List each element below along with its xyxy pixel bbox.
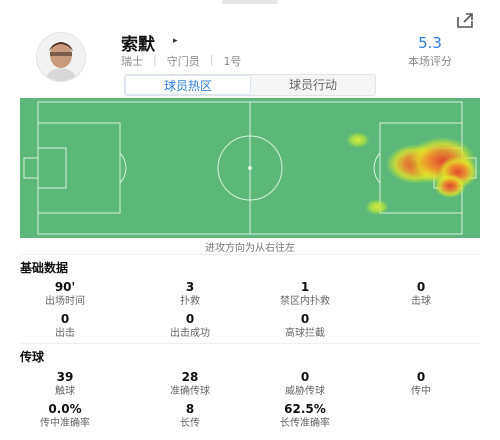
stat-value: 0 [416, 280, 426, 294]
stat-label: 传中准确率 [40, 418, 90, 429]
stat-label: 高球拦截 [285, 328, 325, 339]
stat-crosses: 0 传中 [366, 370, 476, 399]
stat-key-passes: 0 威胁传球 [250, 370, 360, 399]
stat-value: 62.5% [284, 402, 326, 416]
heat-spots [346, 132, 478, 215]
stat-value: 28 [181, 370, 199, 384]
player-number: 1号 [223, 55, 242, 68]
stat-value: 0 [185, 312, 195, 326]
heatmap-pitch [20, 98, 480, 238]
stat-value: 39 [56, 370, 74, 384]
stat-minutes: 90' 出场时间 [10, 280, 120, 309]
match-rating-label: 本场评分 [408, 55, 452, 68]
match-rating: 5.3 [418, 34, 442, 52]
stat-value: 0 [300, 370, 310, 384]
stat-saves: 3 扑救 [135, 280, 245, 309]
player-country: 瑞士 [121, 55, 143, 68]
share-icon[interactable] [454, 9, 476, 31]
tab-bar: 球员热区 球员行动 [124, 74, 376, 96]
player-position: 守门员 [166, 55, 200, 68]
stat-long-ball-accuracy: 62.5% 长传准确率 [250, 402, 360, 431]
stat-high-claims: 0 高球拦截 [250, 312, 360, 341]
divider: | [153, 53, 157, 66]
stat-label: 触球 [55, 386, 75, 397]
stat-value: 0 [416, 370, 426, 384]
player-name: 索默 [121, 35, 155, 55]
player-meta: 瑞士 | 守门员 | 1号 [121, 53, 241, 69]
tab-heatmap[interactable]: 球员热区 [125, 75, 251, 95]
stat-sweeper-actions: 0 出击 [10, 312, 120, 341]
stat-value: 90' [54, 280, 76, 294]
stat-long-balls: 8 长传 [135, 402, 245, 431]
stat-value: 0 [300, 312, 310, 326]
stat-punches: 0 击球 [366, 280, 476, 309]
stat-value: 0.0% [48, 402, 82, 416]
stat-label: 出场时间 [45, 296, 85, 307]
stat-saves-in-box: 1 禁区内扑救 [250, 280, 360, 309]
stat-value: 1 [300, 280, 310, 294]
passing-stats-title: 传球 [20, 350, 45, 364]
avatar [36, 32, 86, 82]
stat-label: 出击成功 [170, 328, 210, 339]
stat-cross-accuracy: 0.0% 传中准确率 [10, 402, 120, 431]
triangle-right-icon[interactable]: ▸ [173, 36, 178, 46]
stat-accurate-passes: 28 准确传球 [135, 370, 245, 399]
stat-label: 扑救 [180, 296, 200, 307]
stat-value: 8 [185, 402, 195, 416]
stat-value: 0 [60, 312, 70, 326]
stat-label: 出击 [55, 328, 75, 339]
stat-label: 准确传球 [170, 386, 210, 397]
stat-label: 长传准确率 [280, 418, 330, 429]
stat-label: 传中 [411, 386, 431, 397]
drag-handle[interactable] [222, 0, 278, 4]
tab-actions[interactable]: 球员行动 [288, 78, 337, 92]
divider [20, 343, 480, 344]
divider [20, 254, 480, 255]
stat-label: 禁区内扑救 [280, 296, 330, 307]
basic-stats-title: 基础数据 [20, 261, 69, 275]
stat-value: 3 [185, 280, 195, 294]
divider: | [209, 53, 214, 66]
stat-label: 长传 [180, 418, 200, 429]
stat-label: 击球 [411, 296, 431, 307]
attack-direction-note: 进攻方向为从右往左 [205, 243, 295, 254]
stat-sweeper-success: 0 出击成功 [135, 312, 245, 341]
stat-touches: 39 触球 [10, 370, 120, 399]
stat-label: 威胁传球 [285, 386, 325, 397]
